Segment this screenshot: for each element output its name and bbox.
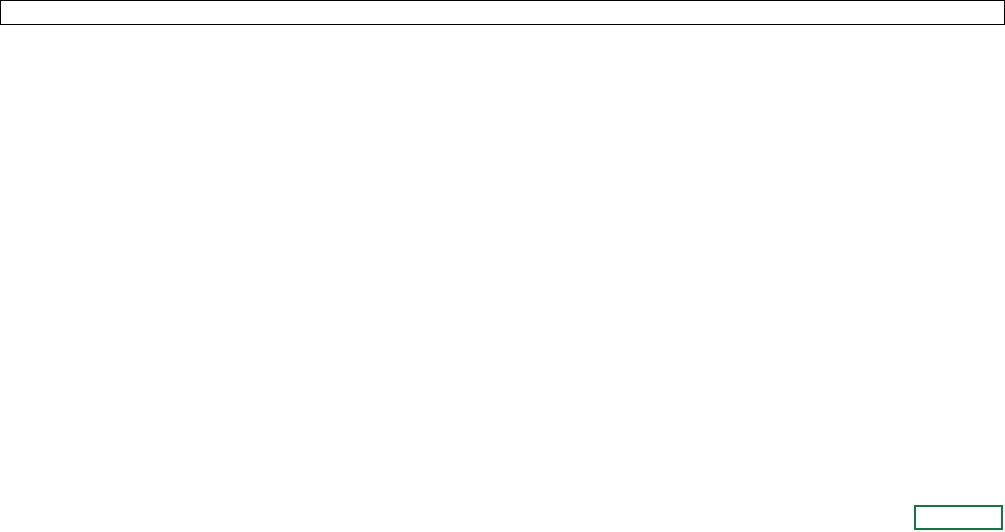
sheet-title[interactable] bbox=[0, 0, 1005, 25]
selected-cell[interactable] bbox=[914, 505, 1003, 530]
